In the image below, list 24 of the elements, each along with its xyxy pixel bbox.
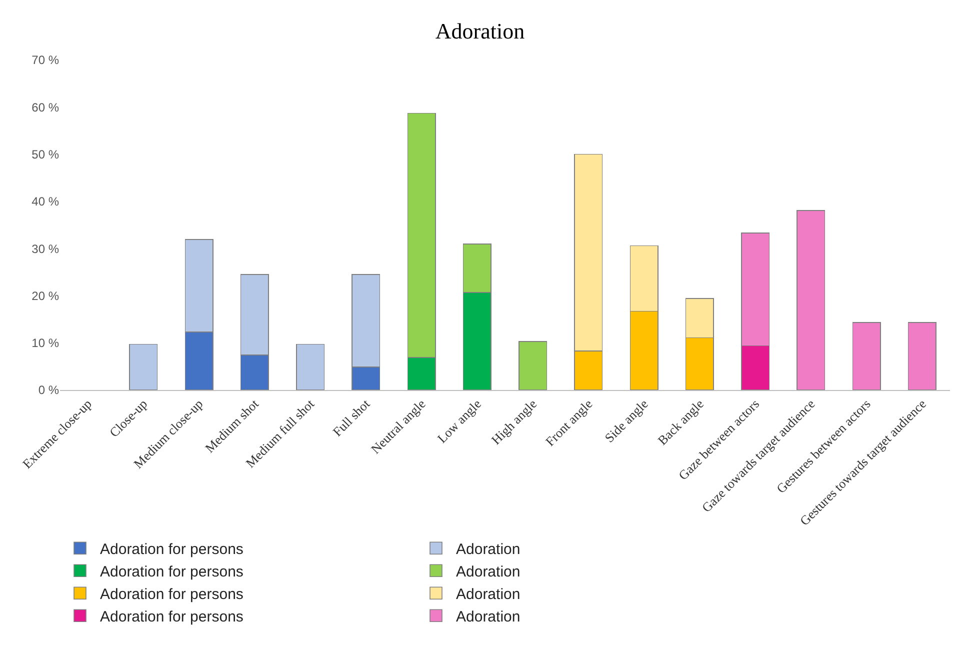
y-tick-label: 70 % [32,53,60,68]
legend-label: Adoration for persons [100,586,244,603]
y-tick-label: 60 % [32,100,60,114]
y-tick-label: 0 % [38,383,60,398]
bar [908,322,936,390]
legend-label: Adoration for persons [100,564,244,580]
legend-label: Adoration [456,541,520,558]
bar [518,341,548,390]
legend-label: Adoration [456,586,520,603]
legend-label: Adoration [456,564,520,580]
legend-label: Adoration for persons [100,608,244,626]
bar [129,344,158,390]
bar [852,322,881,390]
y-tick-label: 40 % [32,194,60,209]
chart-title: Adoration [435,18,525,44]
x-tick-label: Full shot [330,396,373,440]
y-tick-label: 30 % [32,242,60,256]
legend-label: Adoration [456,608,520,626]
bar [296,344,325,390]
bar [796,210,826,390]
y-tick-label: 50 % [32,147,60,162]
y-tick-label: 10 % [32,336,60,350]
legend-label: Adoration for persons [100,541,244,558]
y-tick-label: 20 % [32,288,60,303]
